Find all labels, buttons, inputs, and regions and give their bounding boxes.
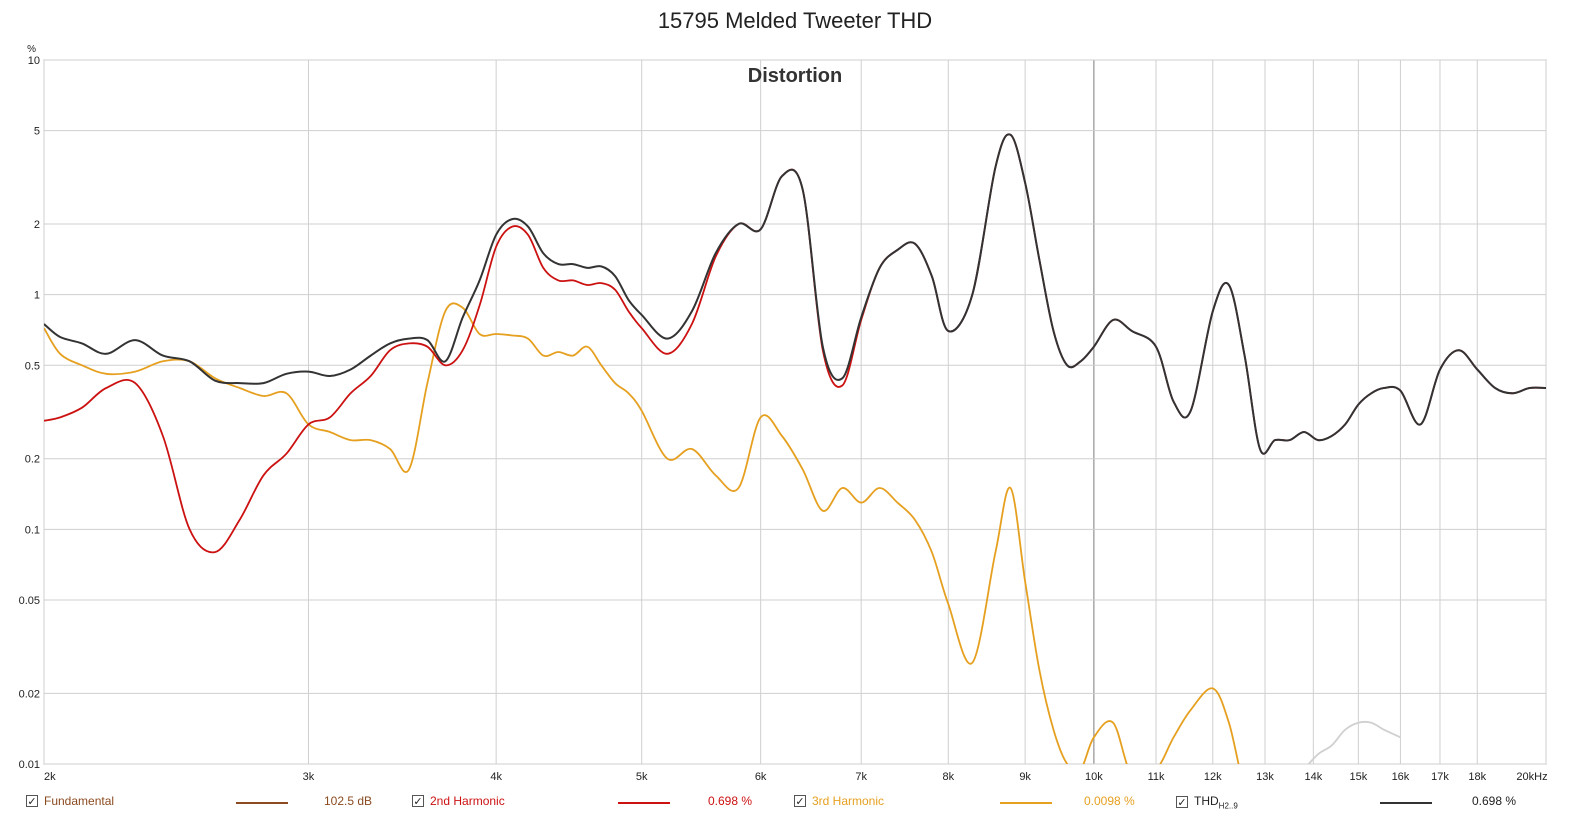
thd-label-text: THD xyxy=(1194,794,1219,808)
thd-value: 0.698 % xyxy=(1472,794,1517,808)
fundamental-label: Fundamental xyxy=(44,794,115,808)
series-line-fundamental-faint xyxy=(1307,720,1401,764)
2nd-harmonic-value: 0.698 % xyxy=(708,794,753,808)
x-tick-label: 13k xyxy=(1256,771,1274,783)
3rd-harmonic-label: 3rd Harmonic xyxy=(812,794,885,808)
x-tick-label: 11k xyxy=(1148,771,1165,783)
x-tick-label: 2k xyxy=(44,771,56,783)
y-axis-label: % xyxy=(27,44,36,55)
series-line-thd xyxy=(44,133,1546,455)
legend-2nd-harmonic[interactable]: ✓ 2nd Harmonic xyxy=(412,794,505,808)
y-tick-label: 10 xyxy=(28,55,40,67)
x-tick-label: 15k xyxy=(1349,771,1367,783)
thd-label-sub: H2..9 xyxy=(1218,801,1238,811)
legend-thd[interactable]: ✓ THDH2..9 xyxy=(1176,794,1238,810)
y-tick-label: 5 xyxy=(34,126,40,138)
chart-title: Distortion xyxy=(748,65,842,87)
2nd-harmonic-label: 2nd Harmonic xyxy=(430,794,505,808)
3rd-harmonic-checkbox[interactable]: ✓ xyxy=(794,795,806,808)
x-tick-label: 12k xyxy=(1204,771,1222,783)
2nd-harmonic-checkbox[interactable]: ✓ xyxy=(412,795,424,808)
x-tick-label: 14k xyxy=(1304,771,1322,783)
x-tick-label: 18k xyxy=(1468,771,1486,783)
x-tick-label: 10k xyxy=(1085,771,1103,783)
x-tick-label: 17k xyxy=(1431,771,1449,783)
thd-checkbox[interactable]: ✓ xyxy=(1176,796,1188,810)
legend-fundamental[interactable]: ✓ Fundamental xyxy=(26,794,114,808)
thd-line-swatch xyxy=(1380,802,1432,804)
x-tick-label: 4k xyxy=(490,771,502,783)
page-title: 15795 Melded Tweeter THD xyxy=(657,8,933,33)
x-tick-label: 8k xyxy=(942,771,954,783)
fundamental-value: 102.5 dB xyxy=(324,794,373,808)
3rd-harmonic-value: 0.0098 % xyxy=(1084,794,1135,808)
y-tick-label: 0.05 xyxy=(19,595,40,607)
y-tick-label: 0.02 xyxy=(19,688,40,700)
fundamental-line-swatch xyxy=(236,802,288,804)
legend-3rd-harmonic[interactable]: ✓ 3rd Harmonic xyxy=(794,794,884,808)
thd-label: THDH2..9 xyxy=(1194,794,1238,810)
series-line-3rd-harmonic xyxy=(44,302,1240,764)
3rd-harmonic-line-swatch xyxy=(1000,802,1052,804)
x-tick-label: 6k xyxy=(755,771,767,783)
x-tick-label: 7k xyxy=(855,771,867,783)
x-tick-label: 9k xyxy=(1019,771,1031,783)
x-tick-label: 16k xyxy=(1392,771,1410,783)
y-tick-label: 0.2 xyxy=(25,454,40,466)
y-tick-label: 1 xyxy=(34,290,40,302)
legend-bar: ✓ Fundamental 102.5 dB ✓ 2nd Harmonic 0.… xyxy=(0,790,1590,816)
x-tick-label: 20kHz xyxy=(1516,771,1547,783)
2nd-harmonic-line-swatch xyxy=(618,802,670,804)
x-tick-label: 5k xyxy=(636,771,648,783)
y-tick-label: 0.5 xyxy=(25,360,40,372)
plot-area xyxy=(43,59,1547,765)
y-tick-label: 0.1 xyxy=(25,524,40,536)
y-tick-label: 0.01 xyxy=(19,759,40,771)
x-tick-label: 3k xyxy=(303,771,315,783)
y-tick-label: 2 xyxy=(34,219,40,231)
fundamental-checkbox[interactable]: ✓ xyxy=(26,795,38,808)
